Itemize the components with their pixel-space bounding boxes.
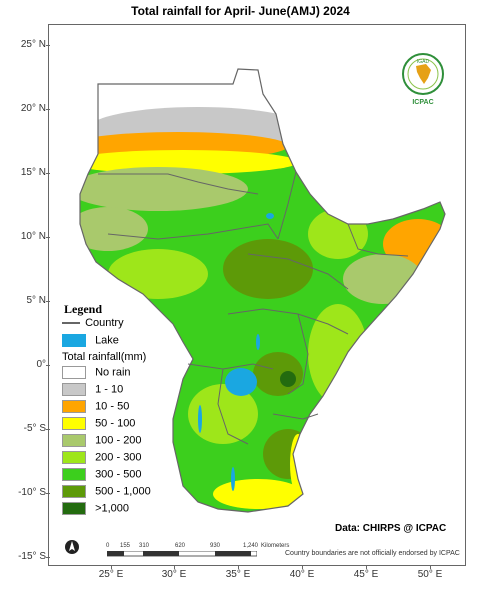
class-swatch bbox=[62, 502, 86, 515]
lon-tick bbox=[430, 565, 431, 569]
legend-class-row: 10 - 50 bbox=[62, 400, 129, 414]
lat-label-15s: -15° S bbox=[18, 551, 46, 562]
lon-label-30e: 30° E bbox=[161, 569, 187, 580]
class-label: 10 - 50 bbox=[95, 400, 130, 413]
lon-tick bbox=[302, 565, 303, 569]
legend-title: Legend bbox=[64, 302, 103, 316]
class-swatch bbox=[62, 366, 86, 379]
lat-label-0: 0° bbox=[36, 359, 46, 370]
lat-tick bbox=[46, 301, 50, 302]
lat-tick bbox=[46, 45, 50, 46]
legend-class-row: 500 - 1,000 bbox=[62, 485, 151, 499]
class-swatch bbox=[62, 434, 86, 447]
class-swatch bbox=[62, 468, 86, 481]
lat-tick bbox=[46, 429, 50, 430]
lon-label-50e: 50° E bbox=[417, 569, 443, 580]
legend-class-row: 200 - 300 bbox=[62, 451, 142, 465]
class-label: 100 - 200 bbox=[95, 434, 142, 447]
boundary-disclaimer: Country boundaries are not officially en… bbox=[285, 550, 460, 557]
legend-rain-title: Total rainfall(mm) bbox=[62, 351, 147, 363]
lon-label-35e: 35° E bbox=[225, 569, 251, 580]
legend-lake-row: Lake bbox=[62, 334, 119, 348]
scale-tick: 155 bbox=[120, 543, 131, 549]
legend-class-row: >1,000 bbox=[62, 502, 129, 516]
logo-top-text: IGAD bbox=[417, 59, 430, 65]
class-label: 50 - 100 bbox=[95, 417, 136, 430]
map-legend: Legend Country Lake Total rainfall(mm) N… bbox=[62, 302, 151, 515]
lat-tick bbox=[46, 365, 50, 366]
lat-tick bbox=[46, 557, 50, 558]
legend-class-row: 50 - 100 bbox=[62, 417, 135, 431]
lon-tick bbox=[366, 565, 367, 569]
lon-tick bbox=[174, 565, 175, 569]
class-label: 200 - 300 bbox=[95, 451, 142, 464]
lat-tick bbox=[46, 237, 50, 238]
scale-unit: Kilometers bbox=[261, 543, 290, 549]
class-swatch bbox=[62, 417, 86, 430]
logo-bottom-text: ICPAC bbox=[412, 99, 433, 106]
class-label: >1,000 bbox=[95, 502, 130, 515]
class-label: 300 - 500 bbox=[95, 468, 142, 481]
legend-class-row: No rain bbox=[62, 366, 131, 380]
legend-class-row: 100 - 200 bbox=[62, 434, 142, 448]
data-credit: Data: CHIRPS @ ICPAC bbox=[335, 523, 447, 534]
legend-class-row: 1 - 10 bbox=[62, 383, 123, 397]
lat-tick bbox=[46, 109, 50, 110]
icpac-logo: IGAD ICPAC bbox=[400, 52, 446, 110]
coastline bbox=[79, 68, 446, 513]
legend-country-row: Country bbox=[62, 317, 124, 331]
class-swatch bbox=[62, 383, 86, 396]
scale-tick: 930 bbox=[210, 543, 221, 549]
scale-tick: 310 bbox=[139, 543, 150, 549]
legend-class-row: 300 - 500 bbox=[62, 468, 142, 482]
lon-label-40e: 40° E bbox=[289, 569, 315, 580]
lon-label-25e: 25° E bbox=[98, 569, 124, 580]
lat-label-15n: 15° N bbox=[20, 167, 46, 178]
lake-swatch bbox=[62, 334, 86, 347]
scale-bar-graphic bbox=[107, 551, 257, 557]
lat-tick bbox=[46, 173, 50, 174]
class-label: 1 - 10 bbox=[95, 383, 124, 396]
lat-label-10n: 10° N bbox=[20, 231, 46, 242]
class-swatch bbox=[62, 400, 86, 413]
scale-tick: 620 bbox=[175, 543, 186, 549]
rainfall-map bbox=[79, 68, 446, 513]
country-boundaries bbox=[98, 171, 409, 445]
map-title: Total rainfall for April- June(AMJ) 2024 bbox=[131, 4, 350, 18]
lon-tick bbox=[111, 565, 112, 569]
class-swatch bbox=[62, 451, 86, 464]
map-frame bbox=[48, 24, 466, 566]
class-label: No rain bbox=[95, 366, 131, 379]
lat-label-25n: 25° N bbox=[20, 39, 46, 50]
scale-tick: 0 bbox=[106, 543, 110, 549]
scale-tick: 1,240 bbox=[243, 543, 259, 549]
lon-label-45e: 45° E bbox=[353, 569, 379, 580]
lat-label-5n: 5° N bbox=[26, 295, 46, 306]
lat-label-20n: 20° N bbox=[20, 103, 46, 114]
class-swatch bbox=[62, 485, 86, 498]
lat-label-10s: -10° S bbox=[18, 487, 46, 498]
country-line-swatch bbox=[62, 322, 80, 325]
lat-label-5s: -5° S bbox=[23, 423, 46, 434]
igad-seal-icon: IGAD ICPAC bbox=[402, 53, 444, 106]
class-label: 500 - 1,000 bbox=[95, 485, 151, 498]
lon-tick bbox=[238, 565, 239, 569]
lat-tick bbox=[46, 493, 50, 494]
legend-lake-label: Lake bbox=[95, 334, 119, 347]
north-arrow-icon bbox=[64, 538, 80, 556]
lakes bbox=[198, 213, 274, 491]
legend-country-label: Country bbox=[85, 317, 124, 329]
